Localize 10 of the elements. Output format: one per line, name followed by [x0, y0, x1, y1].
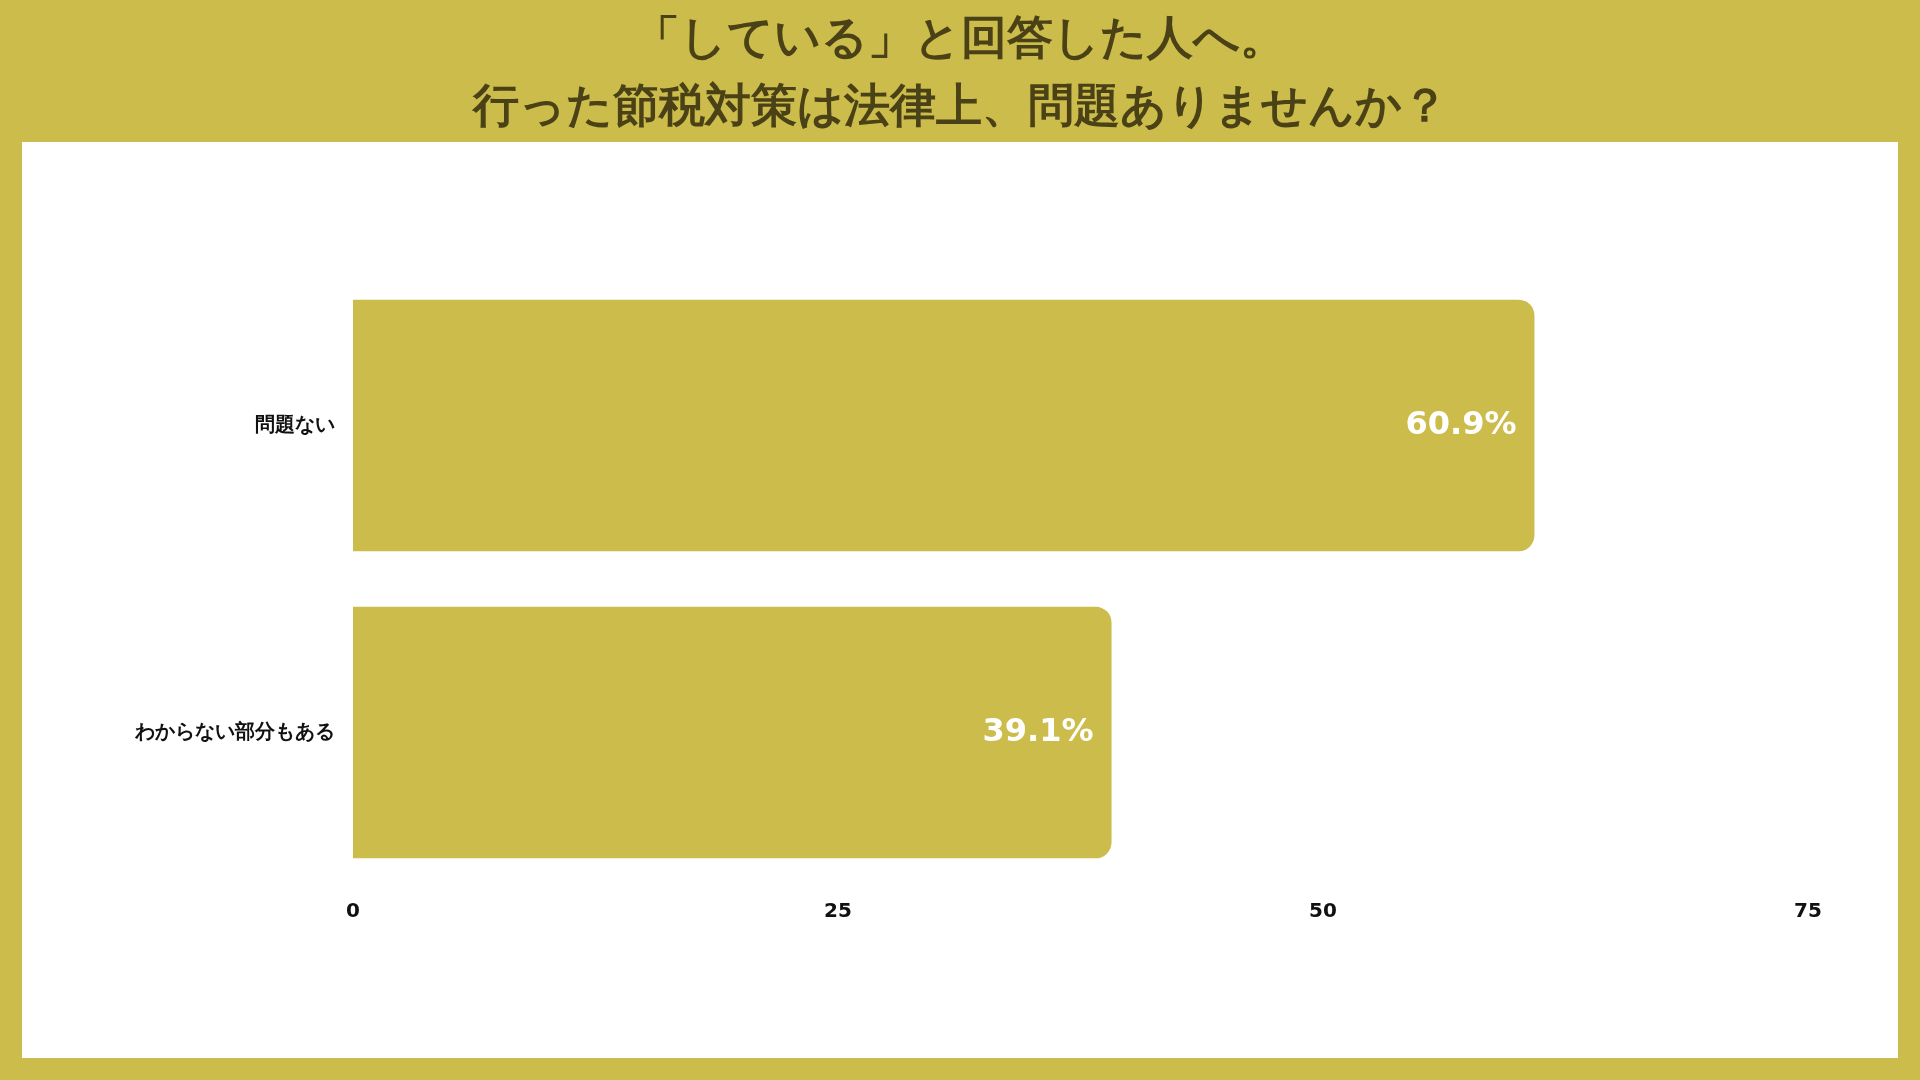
y-tick-label: 問題ない	[255, 411, 335, 436]
chart-subtitle: 行った節税対策は法律上、問題ありませんか？	[472, 77, 1448, 134]
x-tick-label: 25	[824, 898, 852, 923]
y-tick-label: わからない部分もある	[134, 718, 335, 743]
x-tick-label: 75	[1794, 898, 1822, 923]
data-label: 60.9%	[1405, 403, 1517, 442]
data-label: 39.1%	[982, 710, 1094, 749]
x-tick-label: 50	[1309, 898, 1337, 923]
chart-title: 「している」と回答した人へ。	[634, 9, 1286, 66]
x-tick-label: 0	[346, 898, 360, 923]
